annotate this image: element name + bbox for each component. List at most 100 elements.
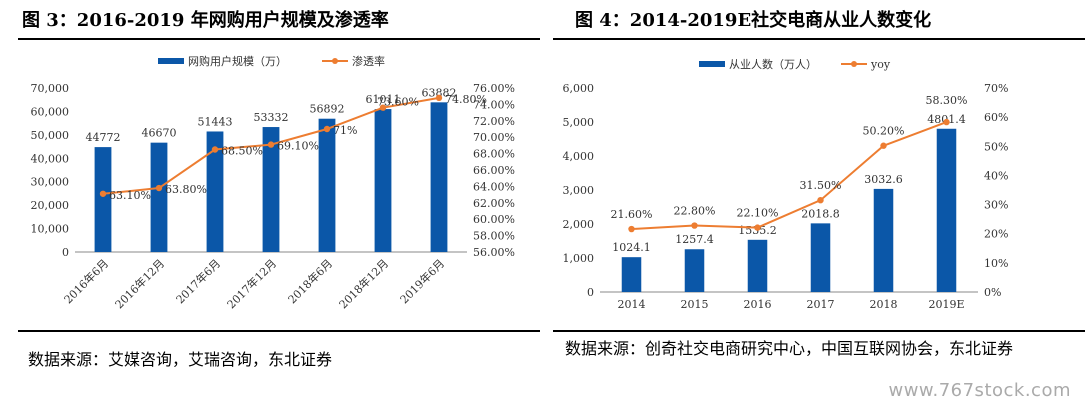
y2-tick-label: 56.00% — [473, 246, 515, 259]
y-tick-label: 70,000 — [31, 82, 70, 95]
y-tick-label: 10,000 — [31, 223, 70, 236]
right-bottom-rule — [553, 330, 1085, 332]
y2-tick-label: 50% — [984, 140, 1008, 153]
bar-value-label: 63882 — [422, 86, 457, 99]
x-tick-label: 2014 — [618, 298, 646, 311]
y2-tick-label: 72.00% — [473, 115, 515, 128]
y2-tick-label: 64.00% — [473, 180, 515, 193]
y2-tick-label: 10% — [984, 257, 1008, 270]
y-tick-label: 3,000 — [563, 184, 595, 197]
legend-bar-swatch — [699, 61, 725, 67]
bar-value-label: 3032.6 — [864, 173, 903, 186]
legend-line-label: yoy — [870, 58, 891, 71]
x-tick-label: 2019E — [928, 298, 964, 311]
line-value-label: 63.10% — [109, 189, 151, 202]
left-chart-panel: 图 3：2016-2019 年网购用户规模及渗透率 网购用户规模（万） 渗透率 0 1… — [18, 10, 540, 369]
y-tick-label: 0 — [62, 246, 69, 259]
line-point — [817, 197, 824, 204]
line-point — [880, 142, 887, 149]
y-tick-label: 50,000 — [31, 129, 70, 142]
bar-value-label: 1257.4 — [675, 233, 714, 246]
line-value-label: 31.50% — [800, 179, 842, 192]
left-title-rule — [18, 38, 540, 40]
y-tick-label: 0 — [587, 286, 594, 299]
y-tick-label: 4,000 — [563, 150, 595, 163]
line-value-label: 21.60% — [611, 208, 653, 221]
left-bottom-rule — [18, 330, 540, 332]
bar — [206, 131, 224, 252]
x-tick-label: 2016年6月 — [61, 256, 111, 306]
line-point — [435, 94, 443, 102]
line-value-label: 58.30% — [926, 94, 968, 107]
line-value-label: 22.80% — [674, 205, 716, 218]
legend-line-marker — [851, 61, 857, 67]
legend-bar-label: 从业人数（万人） — [729, 58, 817, 71]
bar — [810, 223, 831, 292]
bar — [150, 142, 168, 252]
line-value-label: 50.20% — [863, 125, 905, 138]
line-series — [631, 121, 947, 231]
line-value-label: 63.80% — [165, 183, 207, 196]
right-source-note: 数据来源：创奇社交电商研究中心，中国互联网协会，东北证券 — [565, 339, 1014, 358]
bar-value-label: 56892 — [310, 103, 345, 116]
bar-value-label: 53332 — [254, 111, 289, 124]
y2-tick-label: 40% — [984, 169, 1008, 182]
y2-tick-label: 60% — [984, 111, 1008, 124]
line-point — [628, 225, 635, 233]
line-value-label: 73.60% — [377, 96, 419, 109]
x-tick-label: 2016 — [744, 298, 772, 311]
y2-tick-label: 68.00% — [473, 148, 515, 161]
line-point — [211, 146, 219, 153]
bar — [621, 257, 642, 292]
x-tick-label: 2016年12月 — [112, 256, 167, 311]
y2-tick-label: 30% — [984, 199, 1008, 212]
y2-tick-label: 62.00% — [473, 197, 515, 210]
bar — [684, 249, 705, 292]
bar-value-label: 44772 — [86, 131, 121, 144]
line-value-label: 68.50% — [221, 145, 263, 158]
line-value-label: 22.10% — [737, 207, 779, 220]
bar-value-label: 1024.1 — [612, 241, 651, 254]
y-tick-label: 60,000 — [31, 105, 70, 118]
bar — [262, 127, 280, 252]
line-point — [943, 118, 950, 126]
y2-tick-label: 74.00% — [473, 98, 515, 111]
y-tick-label: 30,000 — [31, 176, 70, 189]
x-tick-label: 2018年12月 — [336, 256, 391, 311]
line-point — [267, 141, 275, 148]
line-point — [754, 224, 761, 231]
bar-value-label: 61011 — [366, 93, 401, 106]
right-combo-chart: 从业人数（万人） yoy 0 1,000 2,000 3,000 4,000 5,000 6,0… — [563, 58, 1009, 311]
y2-tick-label: 58.00% — [473, 230, 515, 243]
line-point — [99, 190, 107, 197]
bar — [747, 239, 768, 292]
right-chart-title: 图 4：2014-2019E社交电商从业人数变化 — [575, 10, 932, 31]
bar-value-label: 46670 — [142, 127, 177, 140]
line-point — [379, 104, 387, 111]
bar — [94, 147, 112, 252]
line-value-label: 71% — [333, 124, 357, 137]
y-tick-label: 5,000 — [563, 116, 595, 129]
y-tick-label: 2,000 — [563, 218, 595, 231]
line-value-label: 74.80% — [445, 93, 487, 106]
legend-line-label: 渗透率 — [352, 54, 385, 68]
y2-tick-label: 0% — [984, 286, 1001, 299]
y2-tick-label: 70.00% — [473, 131, 515, 144]
bar-value-label: 2018.8 — [801, 207, 840, 220]
y2-tick-label: 20% — [984, 228, 1008, 241]
bar — [936, 128, 957, 292]
bar — [873, 188, 894, 292]
legend-bar-swatch — [158, 58, 184, 64]
left-combo-chart: 网购用户规模（万） 渗透率 0 10,000 20,000 30,000 40,000 50,… — [31, 54, 515, 311]
line-point — [155, 184, 163, 192]
bar-value-label: 51443 — [198, 115, 233, 128]
x-tick-label: 2015 — [681, 298, 709, 311]
x-tick-label: 2017 — [807, 298, 835, 311]
bar — [430, 102, 448, 252]
y-tick-label: 40,000 — [31, 152, 70, 165]
x-tick-label: 2018 — [870, 298, 898, 311]
legend-line-marker — [332, 58, 338, 64]
y-tick-label: 1,000 — [563, 252, 595, 265]
x-tick-label: 2017年6月 — [173, 256, 223, 306]
y-tick-label: 6,000 — [563, 82, 595, 95]
